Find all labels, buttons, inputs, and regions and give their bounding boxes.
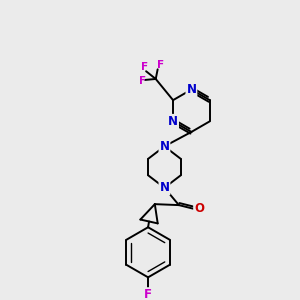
Text: N: N [186,83,197,96]
Text: F: F [144,288,152,300]
Text: N: N [168,115,178,128]
Text: N: N [159,140,170,153]
Text: F: F [139,76,146,86]
Text: O: O [194,202,204,215]
Text: N: N [159,181,170,194]
Text: F: F [157,61,164,70]
Text: F: F [141,62,148,72]
